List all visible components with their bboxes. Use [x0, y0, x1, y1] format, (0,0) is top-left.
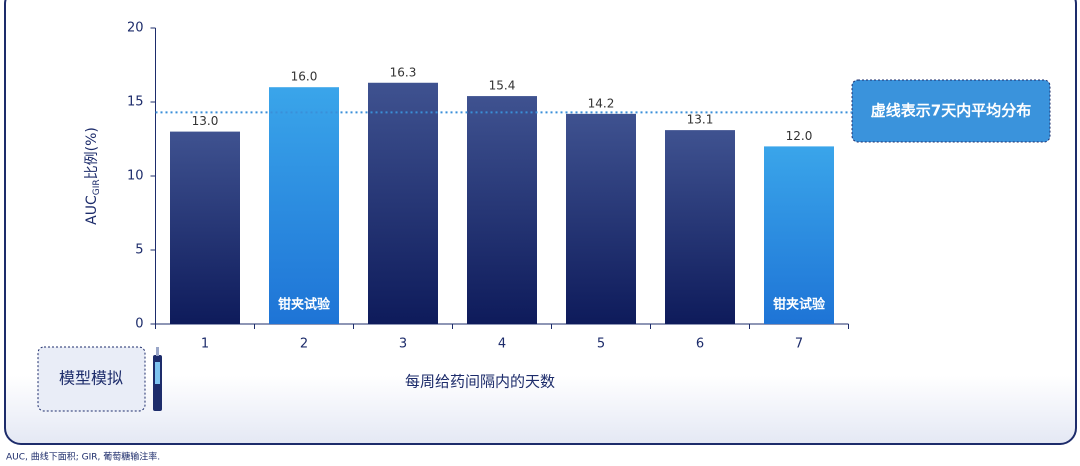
reference-box	[851, 79, 1051, 143]
bar-label: 钳夹试验	[278, 297, 331, 313]
x-tick-label: 1	[201, 337, 209, 352]
x-tick-label: 6	[696, 337, 704, 352]
pen-icon	[153, 347, 162, 411]
bar-label: 钳夹试验	[773, 297, 826, 313]
bar	[665, 130, 735, 324]
bar	[566, 113, 636, 324]
value-label: 14.2	[588, 96, 615, 110]
x-tick-label: 5	[597, 337, 605, 352]
bar	[368, 82, 438, 324]
y-tick-label: 20	[127, 21, 144, 36]
value-label: 13.0	[192, 114, 219, 128]
bar	[764, 146, 834, 324]
y-axis-label: AUCGIR比例(%)	[84, 127, 102, 225]
x-tick-label: 4	[498, 337, 506, 352]
bar	[269, 87, 339, 324]
value-label: 16.0	[291, 70, 318, 84]
y-label-sub: GIR	[92, 179, 102, 195]
bar	[170, 131, 240, 324]
side-box	[37, 346, 146, 412]
y-label-rest: 比例(%)	[84, 127, 100, 179]
y-tick-label: 10	[127, 169, 144, 184]
y-label-main: AUC	[84, 195, 100, 225]
value-label: 16.3	[390, 65, 417, 79]
y-tick-label: 0	[135, 317, 143, 332]
x-axis-label: 每周给药间隔内的天数	[405, 373, 555, 391]
y-tick-label: 15	[127, 95, 144, 110]
value-label: 13.1	[687, 113, 714, 127]
x-tick-label: 2	[300, 337, 308, 352]
reference-label: 虚线表示7天内平均分布	[871, 102, 1031, 120]
value-label: 15.4	[489, 79, 516, 93]
x-tick-label: 3	[399, 337, 407, 352]
value-label: 12.0	[786, 129, 813, 143]
x-tick-label: 7	[795, 337, 803, 352]
y-tick-label: 5	[135, 243, 143, 258]
footnote: AUC, 曲线下面积; GIR, 葡萄糖输注率.	[6, 451, 160, 463]
bar	[467, 96, 537, 324]
side-label: 模型模拟	[59, 369, 123, 388]
